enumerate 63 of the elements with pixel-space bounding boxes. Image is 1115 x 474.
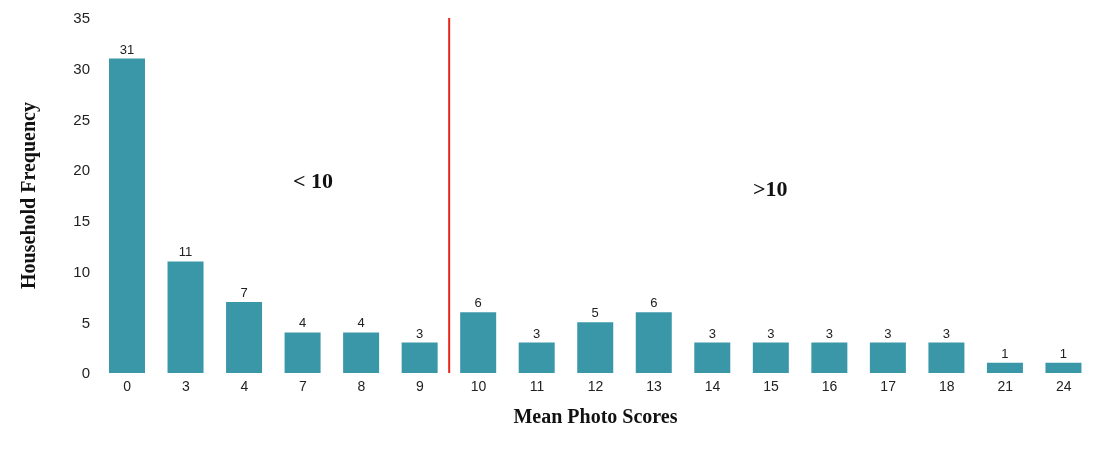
- bar: [577, 322, 614, 373]
- y-tick-label: 15: [73, 212, 90, 230]
- bar: [928, 342, 965, 373]
- x-tick-label: 17: [880, 377, 897, 394]
- y-tick-label: 30: [73, 60, 90, 78]
- bar: [343, 332, 380, 373]
- x-tick-label: 4: [240, 377, 249, 394]
- x-tick-label: 11: [529, 377, 545, 394]
- x-tick-label: 13: [646, 377, 663, 394]
- x-tick-label: 16: [821, 377, 838, 394]
- data-label: 4: [298, 315, 307, 331]
- x-tick-label: 7: [298, 377, 307, 394]
- bar: [401, 342, 438, 373]
- data-label: 6: [650, 295, 658, 311]
- x-tick-label: 21: [997, 377, 1014, 394]
- bar: [518, 342, 555, 373]
- bar: [869, 342, 906, 373]
- bar: [167, 261, 204, 373]
- bar: [694, 342, 731, 373]
- data-label: 3: [942, 325, 951, 341]
- x-tick-label: 24: [1055, 377, 1072, 394]
- data-label: 6: [474, 295, 482, 311]
- bar: [635, 312, 672, 373]
- x-tick-label: 10: [470, 377, 487, 394]
- data-label: 11: [178, 244, 193, 260]
- bar: [752, 342, 789, 373]
- data-label: 3: [825, 325, 833, 341]
- x-tick-label: 8: [357, 377, 366, 394]
- data-label: 3: [884, 325, 892, 341]
- data-label: 5: [591, 305, 599, 321]
- data-label: 1: [1059, 345, 1068, 361]
- bar: [460, 312, 497, 373]
- data-label: 3: [416, 325, 424, 341]
- x-tick-label: 14: [704, 377, 721, 394]
- bar: [986, 362, 1023, 373]
- x-tick-label: 0: [123, 377, 132, 394]
- y-tick-label: 35: [73, 9, 90, 27]
- y-tick-label: 10: [73, 262, 90, 280]
- y-axis-title: Household Frequency: [17, 102, 41, 289]
- bar: [284, 332, 321, 373]
- data-label: 4: [357, 315, 365, 331]
- data-label: 31: [119, 41, 135, 57]
- x-tick-label: 3: [181, 377, 190, 394]
- y-tick-label: 20: [73, 161, 90, 179]
- data-label: 3: [767, 325, 775, 341]
- annotation: < 10: [293, 168, 334, 194]
- data-label: 7: [240, 285, 248, 300]
- data-label: 3: [533, 325, 541, 341]
- annotation: >10: [753, 176, 788, 202]
- bar: [811, 342, 848, 373]
- data-label: 3: [708, 325, 716, 341]
- y-tick-label: 0: [81, 364, 90, 382]
- y-tick-label: 5: [81, 313, 90, 331]
- y-tick-label: 25: [73, 110, 90, 128]
- bar: [109, 58, 145, 373]
- x-tick-label: 9: [416, 377, 425, 394]
- x-tick-label: 12: [587, 377, 604, 394]
- bar: [226, 302, 263, 373]
- x-tick-label: 15: [763, 377, 780, 394]
- x-tick-label: 18: [938, 377, 955, 394]
- x-axis-title: Mean Photo Scores: [513, 405, 678, 427]
- bar: [1045, 362, 1082, 373]
- data-label: 1: [1001, 345, 1009, 361]
